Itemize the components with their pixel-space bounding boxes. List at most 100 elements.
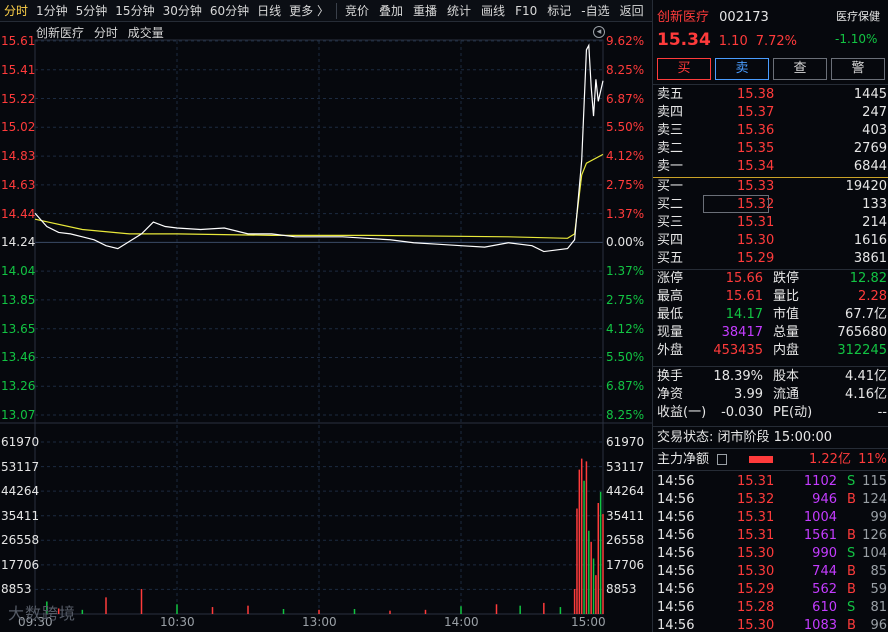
volume-axis-label: 35411 <box>1 508 40 523</box>
tick-volume: 562 <box>812 582 837 597</box>
stat-row: 外盘 453435 内盘 312245 <box>657 342 887 360</box>
stat-value: -- <box>877 405 887 420</box>
volume-axis-label-right: 26558 <box>606 533 645 548</box>
list-icon[interactable] <box>717 454 727 465</box>
volume-axis-label: 8853 <box>1 582 32 597</box>
mark-button[interactable]: 标记 <box>547 3 572 18</box>
tab-15min[interactable]: 15分钟 <box>115 3 155 18</box>
stat-key: 内盘 <box>773 343 800 358</box>
stat-key: 涨停 <box>657 271 684 286</box>
divider <box>653 448 888 449</box>
statistics-button[interactable]: 统计 <box>447 3 472 18</box>
volume-axis-label: 17706 <box>1 557 40 572</box>
tick-row: 14:56 15.31 1102 S 115 <box>657 473 887 491</box>
quote-panel: 创新医疗 002173 医疗保健 15.34 1.10 7.72% -1.10%… <box>652 0 888 632</box>
sector-name[interactable]: 医疗保健 <box>836 10 880 23</box>
ask-level-label: 卖三 <box>657 123 684 138</box>
chart-volume-label: 成交量 <box>127 26 164 40</box>
volume-axis-label-right: 17706 <box>606 557 645 572</box>
price-axis-label: 13.65 <box>1 321 36 336</box>
bid-level[interactable]: 买四 15.30 1616 <box>657 232 887 250</box>
tick-count: 85 <box>870 564 887 579</box>
stat-key: PE(动) <box>773 405 813 420</box>
bid-level[interactable]: 买五 15.29 3861 <box>657 250 887 268</box>
stat-row: 最高 15.61 量比 2.28 <box>657 288 887 306</box>
price-axis-label: 15.22 <box>1 91 36 106</box>
tick-volume: 990 <box>812 546 837 561</box>
price-axis-label: 14.83 <box>1 149 36 164</box>
bid-level[interactable]: 买一 15.33 19420 <box>657 178 887 196</box>
tick-side: B <box>847 618 856 632</box>
tab-60min[interactable]: 60分钟 <box>209 3 250 18</box>
ask-level[interactable]: 卖二 15.35 2769 <box>657 140 887 158</box>
stat-row: 换手 18.39% 股本 4.41亿 <box>657 368 887 386</box>
price-axis-label: 15.41 <box>1 62 36 77</box>
ask-level[interactable]: 卖四 15.37 247 <box>657 104 887 122</box>
tab-1min[interactable]: 1分钟 <box>36 3 68 18</box>
main-flow-bar <box>749 456 773 463</box>
stat-key: 市值 <box>773 307 800 322</box>
percent-axis-label: 8.25% <box>606 62 645 77</box>
tick-time: 14:56 <box>657 600 695 615</box>
volume-axis-label-right: 35411 <box>606 508 645 523</box>
tab-daily[interactable]: 日线 <box>257 3 282 18</box>
replay-button[interactable]: 重播 <box>413 3 438 18</box>
query-button[interactable]: 查 <box>773 58 827 80</box>
trade-status-text: 交易状态: 闭市阶段 15:00:00 <box>657 430 833 445</box>
ask-price: 15.36 <box>737 123 775 138</box>
f10-button[interactable]: F10 <box>515 3 538 18</box>
bid-volume: 133 <box>862 197 887 212</box>
volume-axis-label-right: 53117 <box>606 459 645 474</box>
volume-axis-label: 44264 <box>1 484 40 499</box>
tick-count: 126 <box>862 528 887 543</box>
action-buttons: 买 卖 查 警 <box>657 58 885 80</box>
stat-value: 14.17 <box>725 307 763 322</box>
ask-level[interactable]: 卖一 15.34 6844 <box>657 158 887 176</box>
tick-price: 15.31 <box>737 474 775 489</box>
collapse-icon[interactable]: ◂ <box>593 26 605 38</box>
ask-volume: 247 <box>862 105 887 120</box>
tab-30min[interactable]: 30分钟 <box>162 3 202 18</box>
alert-button[interactable]: 警 <box>831 58 885 80</box>
tick-row: 14:56 15.30 990 S 104 <box>657 545 887 563</box>
bid-level[interactable]: 买二 15.32 133 <box>657 196 887 214</box>
ask-level[interactable]: 卖五 15.38 1445 <box>657 86 887 104</box>
tick-volume: 744 <box>812 564 837 579</box>
auction-button[interactable]: 竞价 <box>344 3 369 18</box>
tick-side: S <box>847 546 856 561</box>
time-axis-label: 13:00 <box>302 615 337 629</box>
price-axis-label: 13.85 <box>1 292 36 307</box>
divider <box>653 470 888 471</box>
price-axis-label: 14.63 <box>1 177 36 192</box>
intraday-chart[interactable]: 创新医疗 分时 成交量 ◂ 15.61 15.41 15.22 15.02 14.83 1… <box>0 22 652 632</box>
stat-value: 15.66 <box>725 271 763 286</box>
ask-price: 15.35 <box>737 141 775 156</box>
back-button[interactable]: 返回 <box>619 3 644 18</box>
tick-price: 15.31 <box>737 528 775 543</box>
bid-volume: 214 <box>862 215 887 230</box>
ask-level[interactable]: 卖三 15.36 403 <box>657 122 887 140</box>
percent-axis-label: 6.87% <box>606 379 645 394</box>
sector-change: -1.10% <box>835 32 878 46</box>
tick-time: 14:56 <box>657 510 695 525</box>
ask-volume: 403 <box>862 123 887 138</box>
bid-level[interactable]: 买三 15.31 214 <box>657 214 887 232</box>
stat-value: 453435 <box>713 343 763 358</box>
buy-button[interactable]: 买 <box>657 58 711 80</box>
percent-axis-label: 4.12% <box>606 321 645 336</box>
sell-button[interactable]: 卖 <box>715 58 769 80</box>
time-axis-label: 09:30 <box>18 615 53 629</box>
tab-5min[interactable]: 5分钟 <box>75 3 108 18</box>
draw-line-button[interactable]: 画线 <box>481 3 506 18</box>
tick-time: 14:56 <box>657 618 695 632</box>
percent-axis-label: 5.50% <box>606 120 645 135</box>
stat-value: 3.99 <box>734 387 763 402</box>
remove-watchlist-button[interactable]: -自选 <box>581 3 610 18</box>
overlay-button[interactable]: 叠加 <box>379 3 404 18</box>
tick-time: 14:56 <box>657 492 695 507</box>
tick-row: 14:56 15.32 946 B 124 <box>657 491 887 509</box>
tab-intraday[interactable]: 分时 <box>4 3 29 18</box>
divider <box>653 366 888 367</box>
tab-more[interactable]: 更多 〉 <box>289 3 329 18</box>
tick-side: S <box>847 474 856 489</box>
